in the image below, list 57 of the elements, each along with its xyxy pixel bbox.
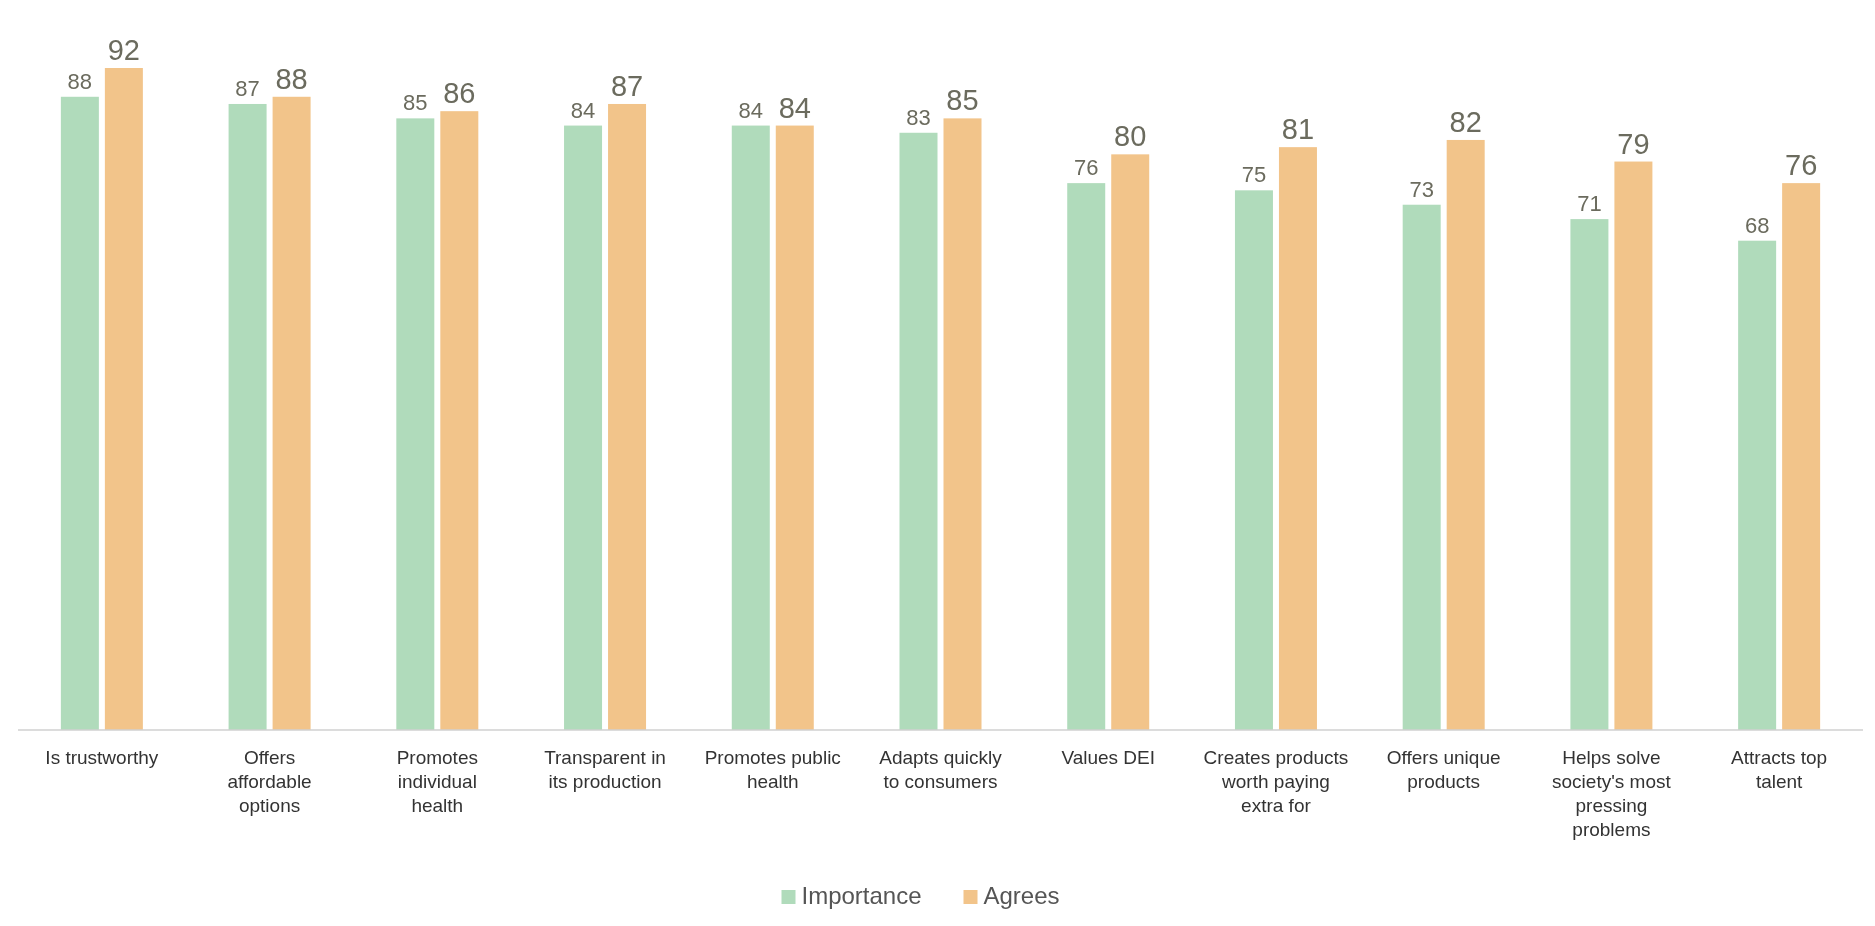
bar [1782, 183, 1821, 730]
bar [1446, 139, 1485, 730]
bar [608, 103, 647, 730]
bar [228, 103, 267, 730]
legend-label: Agrees [983, 882, 1060, 909]
x-tick-label: Promotes public health [704, 747, 841, 792]
data-label: 92 [107, 34, 140, 66]
data-label: 85 [403, 90, 428, 116]
data-label: 73 [1409, 176, 1434, 202]
bar [899, 132, 938, 730]
data-label: 76 [1785, 149, 1818, 182]
data-label: 80 [1114, 120, 1147, 153]
bar [1570, 219, 1609, 730]
data-label: 87 [610, 69, 644, 102]
bar [440, 111, 479, 730]
data-label: 88 [67, 68, 93, 94]
x-tick-label: Is trustworthy [45, 747, 159, 768]
bar [396, 118, 435, 730]
x-tick-label: Adapts quickly to consumers [879, 747, 1003, 792]
bar [564, 125, 603, 730]
bar [731, 125, 770, 730]
bar [1402, 204, 1441, 730]
bar [943, 118, 982, 730]
data-label: 83 [906, 104, 931, 130]
x-tick-label: Promotes individual health [396, 747, 478, 816]
data-label: 75 [1241, 162, 1267, 188]
data-label: 81 [1281, 113, 1315, 146]
bar [1614, 161, 1653, 730]
legend-label: Importance [801, 882, 922, 909]
data-label: 84 [738, 97, 764, 123]
bar [1738, 240, 1777, 730]
x-tick-label: Creates products worth paying extra for [1203, 747, 1349, 816]
x-tick-label: Attracts top talent [1731, 747, 1828, 792]
x-tick-label: Transparent in its production [544, 747, 666, 792]
x-tick-label: Offers unique products [1386, 747, 1501, 792]
bar [104, 68, 143, 730]
bar [1278, 147, 1317, 730]
data-label: 86 [443, 77, 476, 110]
data-label: 84 [778, 91, 811, 124]
data-label: 87 [235, 75, 260, 101]
data-label: 79 [1617, 127, 1650, 160]
bar [1067, 183, 1106, 730]
data-label: 85 [946, 84, 979, 117]
x-tick-label: Helps solve society's most pressing problems [1552, 747, 1672, 840]
bar [60, 96, 99, 730]
bar [272, 96, 311, 730]
data-label: 71 [1577, 191, 1602, 217]
bar [1234, 190, 1273, 730]
bar [1111, 154, 1150, 730]
bar [775, 125, 814, 730]
data-label: 82 [1449, 105, 1482, 138]
data-label: 84 [570, 97, 596, 123]
data-label: 76 [1073, 155, 1099, 181]
x-tick-label: Offers affordable options [227, 747, 312, 816]
x-tick-label: Values DEI [1061, 747, 1156, 768]
data-label: 88 [275, 62, 308, 95]
data-label: 68 [1744, 212, 1770, 238]
